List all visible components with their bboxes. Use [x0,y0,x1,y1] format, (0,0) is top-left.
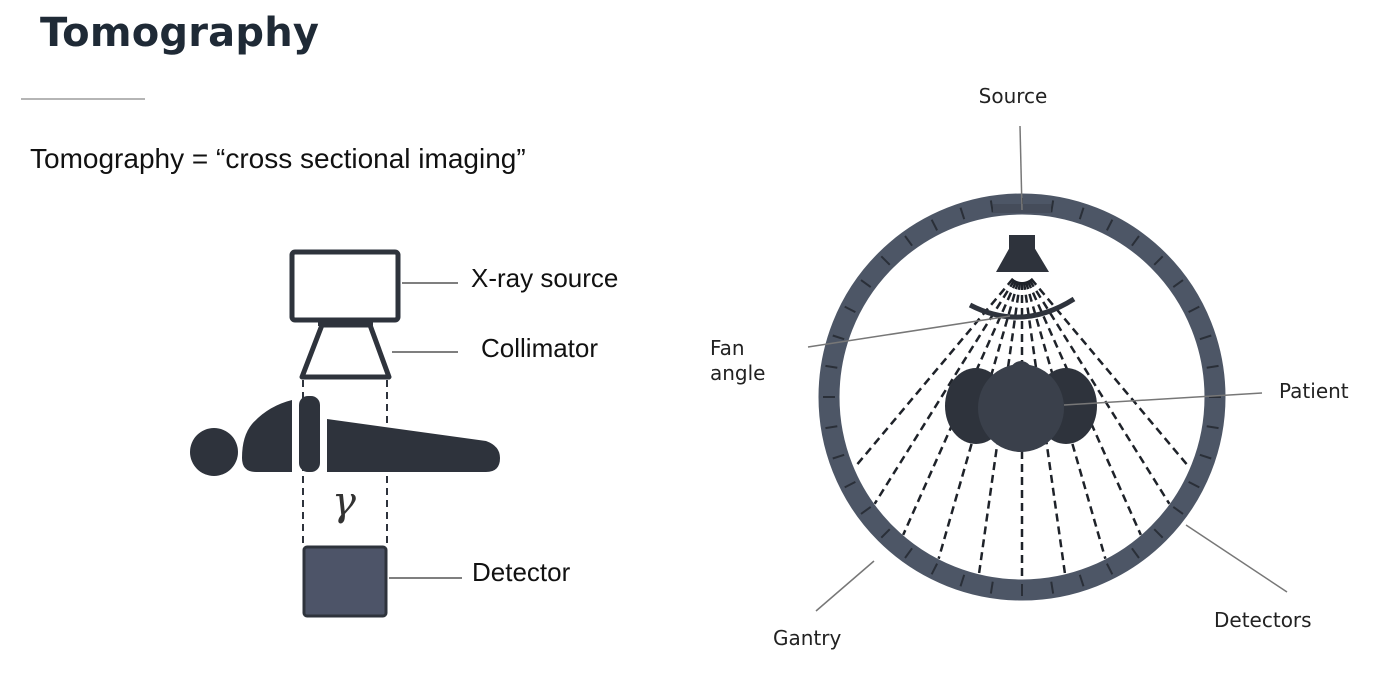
gantry-tick [880,528,891,539]
fan-angle-arc [968,296,1076,320]
collimator-trapezoid [299,322,392,380]
fan-angle-label-line2: angle [710,361,766,385]
gantry-tick [959,207,966,220]
xray-source-box [289,249,401,323]
patient-head [190,428,238,476]
gantry-tick [860,279,872,288]
source-leader [1019,125,1023,211]
patient-leader [1063,392,1263,406]
patient-legs [327,419,500,472]
gantry-tick [930,563,938,575]
patient-label: Patient [1279,379,1349,403]
gantry-tick [825,364,838,369]
gantry-tick [832,334,845,341]
detector-label: Detector [472,557,571,587]
detector-box [302,545,388,618]
gantry-tick [904,235,913,247]
fan-beam-line [1028,279,1171,505]
patient-cross-section [945,361,1097,452]
right-diagram: Source Fan angle Patient Gantry Detector… [710,84,1349,650]
gantry-tick [825,425,838,430]
subtitle: Tomography = “cross sectional imaging” [30,143,526,174]
fan-angle-label-line1: Fan [710,336,745,360]
gantry-tick [860,506,872,515]
gantry-tick [1188,305,1200,313]
gantry-tick [1131,235,1140,247]
gantry-tick [1153,255,1164,266]
fan-beam-line [902,280,1018,536]
gantry-tick [1050,581,1055,594]
fan-angle-leader [807,315,1011,348]
gantry-tick [1188,481,1200,489]
gantry-tick [1078,207,1085,220]
gantry-ticks [823,198,1221,596]
gantry-tick [1199,334,1212,341]
collimator-label: Collimator [481,333,598,363]
gantry-tick [989,581,994,594]
gantry-tick [880,255,891,266]
source-emitter-cone [996,247,1049,272]
fan-beam-line [1026,280,1142,536]
gantry-tick [844,481,856,489]
xray-source-label: X-ray source [471,263,618,293]
gantry-tick [989,200,994,213]
gantry-tick [1078,574,1085,587]
gantry-tick [1050,200,1055,213]
gantry-tick [1153,528,1164,539]
patient-torso [242,400,292,472]
source-label: Source [979,84,1048,108]
gantry-tick [1172,279,1184,288]
title-divider [21,98,145,100]
fan-beam-line [873,279,1016,505]
gantry-tick [1106,563,1114,575]
patient-arm [299,396,320,472]
gantry-tick [1206,364,1219,369]
detectors-label: Detectors [1214,608,1312,632]
gamma-symbol: γ [332,479,356,525]
gantry-tick [844,305,856,313]
gantry-tick [904,547,913,559]
gantry-tick [832,453,845,460]
detectors-leader [1185,524,1288,593]
left-diagram: X-ray source Collimator γ Detector [190,249,618,618]
gantry-label: Gantry [773,626,841,650]
source-emitter-top [1009,235,1035,249]
gantry-leader [815,560,875,612]
gantry-tick [930,219,938,231]
page-title: Tomography [40,10,320,56]
gantry-tick [1131,547,1140,559]
gantry-tick [1206,425,1219,430]
gantry-tick [1172,506,1184,515]
gantry-tick [1199,453,1212,460]
gantry-tick [1106,219,1114,231]
gantry-tick [959,574,966,587]
